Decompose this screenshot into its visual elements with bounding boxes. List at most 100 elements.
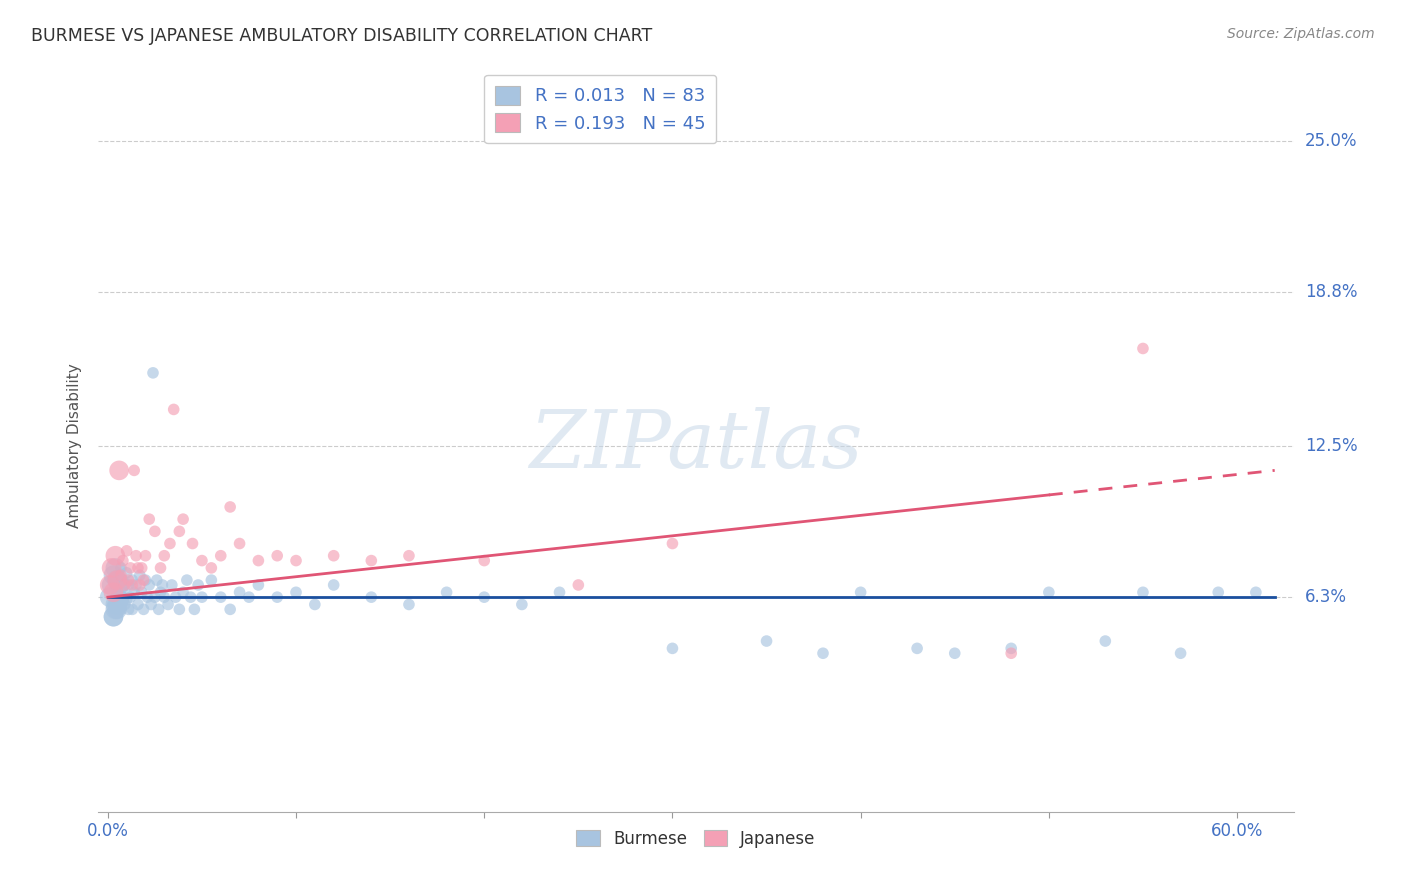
- Point: [191, 590, 214, 604]
- Point: [122, 585, 145, 599]
- Point: [128, 568, 150, 582]
- Point: [322, 549, 344, 563]
- Text: 18.8%: 18.8%: [1305, 284, 1357, 301]
- Point: [120, 561, 142, 575]
- Point: [121, 578, 143, 592]
- Point: [159, 536, 181, 550]
- Point: [115, 566, 138, 580]
- Point: [115, 544, 138, 558]
- Point: [266, 549, 288, 563]
- Y-axis label: Ambulatory Disability: Ambulatory Disability: [67, 364, 83, 528]
- Point: [122, 463, 145, 477]
- Point: [169, 524, 191, 539]
- Point: [160, 578, 183, 592]
- Point: [209, 549, 232, 563]
- Point: [134, 549, 156, 563]
- Text: 6.3%: 6.3%: [1305, 588, 1347, 607]
- Point: [247, 578, 270, 592]
- Point: [104, 598, 127, 612]
- Point: [117, 602, 139, 616]
- Point: [143, 590, 166, 604]
- Point: [905, 641, 928, 656]
- Point: [110, 602, 132, 616]
- Point: [169, 602, 191, 616]
- Point: [138, 512, 160, 526]
- Point: [98, 578, 121, 592]
- Point: [472, 553, 495, 567]
- Point: [131, 561, 153, 575]
- Point: [180, 590, 202, 604]
- Point: [104, 602, 127, 616]
- Point: [153, 590, 176, 604]
- Point: [1244, 585, 1267, 599]
- Point: [200, 573, 222, 587]
- Point: [322, 578, 344, 592]
- Point: [661, 536, 683, 550]
- Text: Source: ZipAtlas.com: Source: ZipAtlas.com: [1227, 27, 1375, 41]
- Point: [100, 578, 122, 592]
- Point: [105, 598, 128, 612]
- Point: [172, 585, 194, 599]
- Point: [105, 573, 128, 587]
- Point: [105, 602, 128, 616]
- Point: [266, 590, 288, 604]
- Point: [1206, 585, 1229, 599]
- Point: [755, 634, 778, 648]
- Point: [176, 573, 198, 587]
- Point: [183, 602, 205, 616]
- Point: [145, 573, 167, 587]
- Point: [398, 549, 420, 563]
- Point: [285, 585, 308, 599]
- Point: [247, 553, 270, 567]
- Point: [152, 578, 174, 592]
- Point: [108, 592, 131, 607]
- Text: 12.5%: 12.5%: [1305, 437, 1357, 455]
- Point: [104, 561, 127, 575]
- Point: [131, 585, 153, 599]
- Point: [1038, 585, 1060, 599]
- Point: [128, 578, 150, 592]
- Point: [108, 578, 131, 592]
- Point: [219, 500, 242, 514]
- Point: [153, 549, 176, 563]
- Point: [360, 590, 382, 604]
- Point: [148, 602, 170, 616]
- Point: [98, 590, 121, 604]
- Point: [110, 561, 132, 575]
- Point: [1132, 585, 1154, 599]
- Point: [127, 598, 149, 612]
- Point: [120, 590, 142, 604]
- Point: [114, 578, 136, 592]
- Point: [117, 578, 139, 592]
- Point: [548, 585, 571, 599]
- Point: [121, 573, 143, 587]
- Point: [200, 561, 222, 575]
- Point: [149, 561, 172, 575]
- Point: [1000, 641, 1022, 656]
- Point: [181, 536, 204, 550]
- Point: [125, 549, 148, 563]
- Point: [114, 598, 136, 612]
- Point: [115, 592, 138, 607]
- Point: [157, 598, 180, 612]
- Text: 25.0%: 25.0%: [1305, 132, 1357, 150]
- Point: [103, 609, 125, 624]
- Point: [132, 573, 155, 587]
- Point: [398, 598, 420, 612]
- Point: [139, 598, 162, 612]
- Point: [238, 590, 260, 604]
- Point: [228, 585, 250, 599]
- Point: [103, 568, 125, 582]
- Point: [943, 646, 966, 660]
- Point: [163, 402, 186, 417]
- Point: [103, 585, 125, 599]
- Point: [111, 553, 134, 567]
- Point: [143, 524, 166, 539]
- Point: [187, 578, 209, 592]
- Point: [219, 602, 242, 616]
- Point: [110, 568, 132, 582]
- Point: [103, 609, 125, 624]
- Point: [136, 590, 159, 604]
- Point: [849, 585, 872, 599]
- Point: [104, 549, 127, 563]
